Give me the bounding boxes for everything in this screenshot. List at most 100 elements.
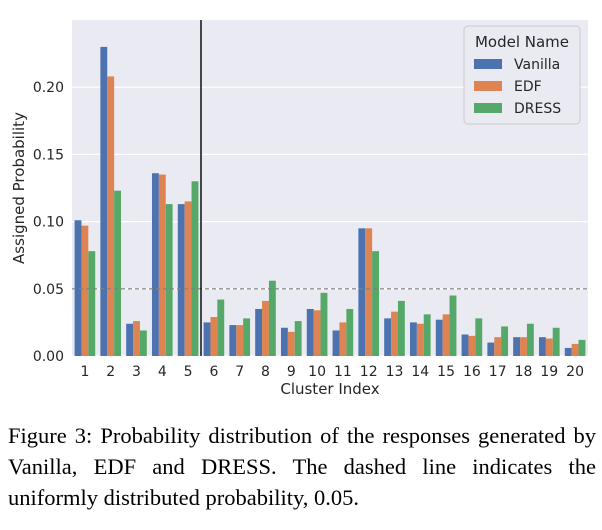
bar-vanilla-14: [409, 322, 417, 356]
bar-dress-12: [372, 251, 380, 356]
y-axis-title: Assigned Probability: [10, 112, 28, 264]
bar-edf-10: [313, 310, 321, 356]
bar-edf-2: [107, 76, 115, 356]
bar-vanilla-2: [100, 46, 108, 356]
bar-vanilla-7: [229, 325, 237, 356]
bar-vanilla-3: [126, 323, 134, 356]
bar-edf-11: [339, 322, 347, 356]
bar-vanilla-19: [538, 337, 546, 356]
x-tick-label: 17: [489, 364, 507, 380]
x-tick-label: 11: [334, 364, 352, 380]
legend-box: [463, 25, 581, 125]
bar-dress-20: [578, 339, 586, 356]
bar-edf-13: [391, 311, 398, 356]
bar-dress-17: [501, 326, 509, 356]
bar-edf-16: [468, 335, 476, 356]
legend-swatch-dress: [474, 103, 502, 113]
x-tick-label: 15: [437, 364, 455, 380]
bar-chart: 0.000.050.100.150.20 1 2 3 4 5 6 7 8 9 10 11 12 13 14…: [10, 20, 588, 398]
bar-edf-6: [210, 317, 218, 356]
x-axis-title: Cluster Index: [280, 380, 379, 398]
x-tick-label: 19: [540, 364, 558, 380]
y-tick-label: 0.20: [33, 80, 64, 96]
bar-edf-20: [571, 343, 579, 356]
bar-dress-10: [320, 292, 328, 356]
bar-vanilla-10: [306, 308, 314, 356]
x-tick-label: 13: [386, 364, 404, 380]
bar-vanilla-8: [255, 308, 263, 356]
bars: [74, 46, 586, 356]
x-tick-label: 14: [411, 364, 429, 380]
bar-edf-18: [520, 337, 527, 356]
legend-swatch-edf: [474, 81, 502, 91]
x-tick-label: 12: [360, 364, 378, 380]
x-tick-label: 9: [287, 364, 296, 380]
y-tick-label: 0.05: [33, 282, 64, 298]
bar-dress-2: [114, 190, 122, 356]
bar-dress-3: [139, 330, 147, 356]
bar-vanilla-16: [461, 334, 469, 356]
y-tick-label: 0.00: [33, 349, 64, 365]
bar-vanilla-4: [151, 173, 159, 356]
bar-edf-7: [236, 325, 244, 356]
bar-edf-14: [416, 323, 424, 356]
bar-edf-17: [494, 337, 502, 356]
bar-vanilla-18: [513, 337, 521, 356]
bar-vanilla-1: [74, 220, 82, 356]
bar-dress-6: [217, 299, 225, 356]
legend-entry-dress: DRESS: [514, 101, 561, 117]
bar-vanilla-5: [177, 204, 185, 356]
bar-vanilla-6: [203, 322, 211, 356]
x-tick-label: 20: [566, 364, 584, 380]
bar-vanilla-9: [280, 327, 288, 356]
bar-edf-4: [158, 174, 166, 356]
legend-entry-vanilla: Vanilla: [514, 57, 560, 73]
bar-edf-8: [262, 300, 269, 356]
x-tick-label: 18: [515, 364, 533, 380]
bar-edf-5: [184, 201, 192, 356]
bar-dress-14: [423, 314, 431, 356]
bar-edf-9: [287, 331, 295, 356]
bar-edf-15: [442, 314, 450, 356]
bar-vanilla-20: [564, 347, 572, 356]
bar-vanilla-12: [358, 228, 366, 356]
bar-dress-19: [552, 327, 560, 356]
x-tick-label: 6: [209, 364, 218, 380]
y-tick-labels: 0.00 0.05 0.10 0.15 0.20: [33, 80, 64, 365]
bar-dress-16: [475, 318, 483, 356]
legend-entry-edf: EDF: [514, 79, 542, 95]
x-tick-labels: 1 2 3 4 5 6 7 8 9 10 11 12 13 14 15 16 17 18 19 20: [80, 364, 584, 380]
bar-dress-5: [191, 181, 199, 356]
bar-edf-3: [133, 321, 140, 356]
bar-vanilla-15: [435, 319, 443, 356]
x-tick-label: 16: [463, 364, 481, 380]
bar-dress-1: [88, 251, 96, 356]
bar-edf-1: [81, 225, 89, 356]
x-tick-label: 10: [308, 364, 326, 380]
x-tick-label: 3: [132, 364, 141, 380]
bar-vanilla-11: [332, 330, 340, 356]
legend-title: Model Name: [475, 33, 569, 51]
bar-dress-4: [165, 204, 173, 356]
legend-swatch-vanilla: [474, 59, 502, 69]
x-tick-label: 8: [261, 364, 270, 380]
bar-vanilla-13: [384, 318, 392, 356]
x-tick-label: 1: [80, 364, 89, 380]
x-tick-label: 2: [106, 364, 115, 380]
x-tick-label: 4: [158, 364, 167, 380]
y-tick-label: 0.10: [33, 215, 64, 231]
bar-dress-9: [294, 321, 302, 356]
bar-dress-15: [449, 295, 457, 356]
legend: Model Name Vanilla EDF DRESS: [463, 25, 581, 125]
bar-dress-7: [243, 318, 251, 356]
bar-vanilla-17: [487, 342, 495, 356]
bar-dress-13: [397, 300, 405, 356]
x-tick-label: 7: [235, 364, 244, 380]
x-tick-label: 5: [184, 364, 193, 380]
bar-edf-19: [545, 338, 553, 356]
figure-caption: Figure 3: Probability distribution of th…: [8, 423, 596, 510]
bar-dress-18: [526, 323, 534, 356]
y-tick-label: 0.15: [33, 147, 64, 163]
bar-edf-12: [365, 228, 373, 356]
bar-dress-8: [268, 280, 276, 356]
